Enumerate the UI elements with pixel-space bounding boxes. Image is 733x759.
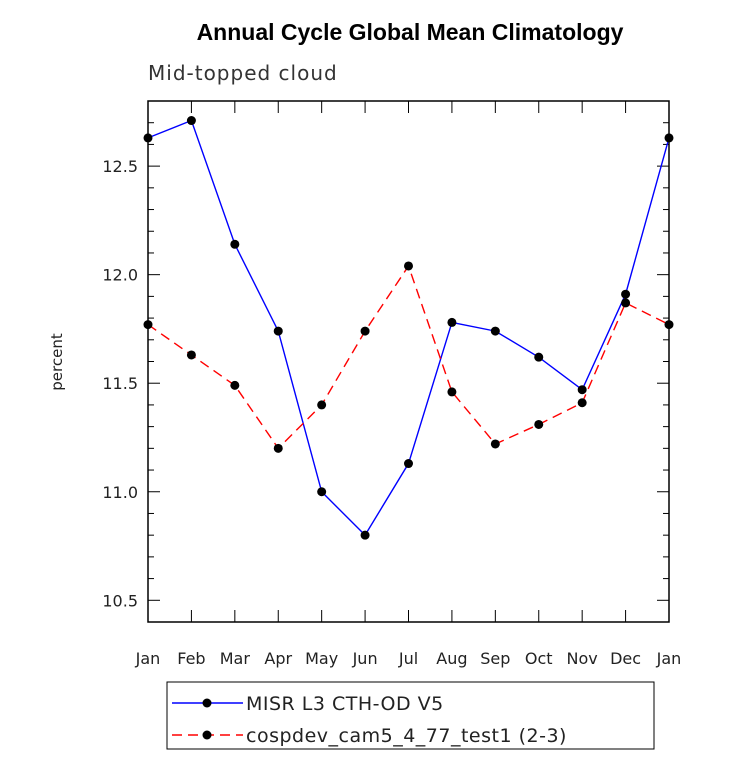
series-1-point xyxy=(534,352,544,362)
series-2-point xyxy=(360,326,370,336)
series-1-point xyxy=(230,239,240,249)
series-1-point xyxy=(317,487,327,497)
series-1-point xyxy=(273,326,283,336)
y-tick-label: 11.0 xyxy=(102,483,138,502)
legend-swatch-marker-2 xyxy=(202,730,212,740)
y-tick-label: 10.5 xyxy=(102,591,138,610)
chart-subtitle: Mid-topped cloud xyxy=(148,61,338,85)
series-line-2 xyxy=(147,264,670,450)
series-1-point xyxy=(447,317,457,327)
series-1-point xyxy=(186,116,196,126)
series-2-point xyxy=(186,350,196,360)
legend-label-2: cospdev_cam5_4_77_test1 (2-3) xyxy=(246,725,567,747)
series-2-point xyxy=(447,387,457,397)
plot-frame xyxy=(147,100,670,623)
x-tick-label: Jun xyxy=(352,649,378,668)
series-2-point xyxy=(404,261,413,271)
series-layer xyxy=(143,116,674,540)
series-2-point xyxy=(621,298,631,308)
series-2-point xyxy=(230,380,240,390)
legend: MISR L3 CTH-OD V5 cospdev_cam5_4_77_test1… xyxy=(166,681,655,750)
series-2-point xyxy=(273,443,283,453)
series-2-point xyxy=(490,439,500,449)
y-axis-label: percent xyxy=(48,333,66,391)
series-1-point xyxy=(404,459,413,469)
series-2-point xyxy=(577,398,587,408)
series-line-1 xyxy=(147,119,670,537)
x-tick-label: Jan xyxy=(656,649,682,668)
x-tick-label: Nov xyxy=(567,649,598,668)
x-tick-label: May xyxy=(305,649,338,668)
series-2-point xyxy=(534,419,544,429)
series-2-point xyxy=(317,400,327,410)
series-1-point xyxy=(143,133,153,143)
series-2-point xyxy=(664,320,674,330)
series-2-point xyxy=(143,320,153,330)
x-tick-label: Sep xyxy=(480,649,510,668)
legend-label-1: MISR L3 CTH-OD V5 xyxy=(246,693,444,715)
x-tick-label: Jul xyxy=(398,649,418,668)
x-tick-label: Jan xyxy=(135,649,161,668)
y-tick-label: 12.5 xyxy=(102,157,138,176)
x-tick-label: Dec xyxy=(610,649,641,668)
x-tick-label: Aug xyxy=(436,649,467,668)
series-1-point xyxy=(577,385,587,395)
y-tick-label: 11.5 xyxy=(102,374,138,393)
series-1-point xyxy=(664,133,674,143)
series-1-point xyxy=(621,289,631,299)
chart-title: Annual Cycle Global Mean Climatology xyxy=(197,19,624,45)
x-tick-label: Feb xyxy=(177,649,205,668)
legend-swatch-marker-1 xyxy=(202,698,212,708)
x-tick-label: Oct xyxy=(525,649,553,668)
x-tick-label: Mar xyxy=(220,649,251,668)
legend-box xyxy=(166,681,655,750)
series-1-point xyxy=(360,530,370,540)
axes: 10.5 11.0 11.5 12.0 12.5 Jan Feb Mar Apr May Jun Ju… xyxy=(102,100,682,668)
series-1-point xyxy=(490,326,500,336)
y-tick-label: 12.0 xyxy=(102,266,138,285)
x-tick-label: Apr xyxy=(264,649,292,668)
